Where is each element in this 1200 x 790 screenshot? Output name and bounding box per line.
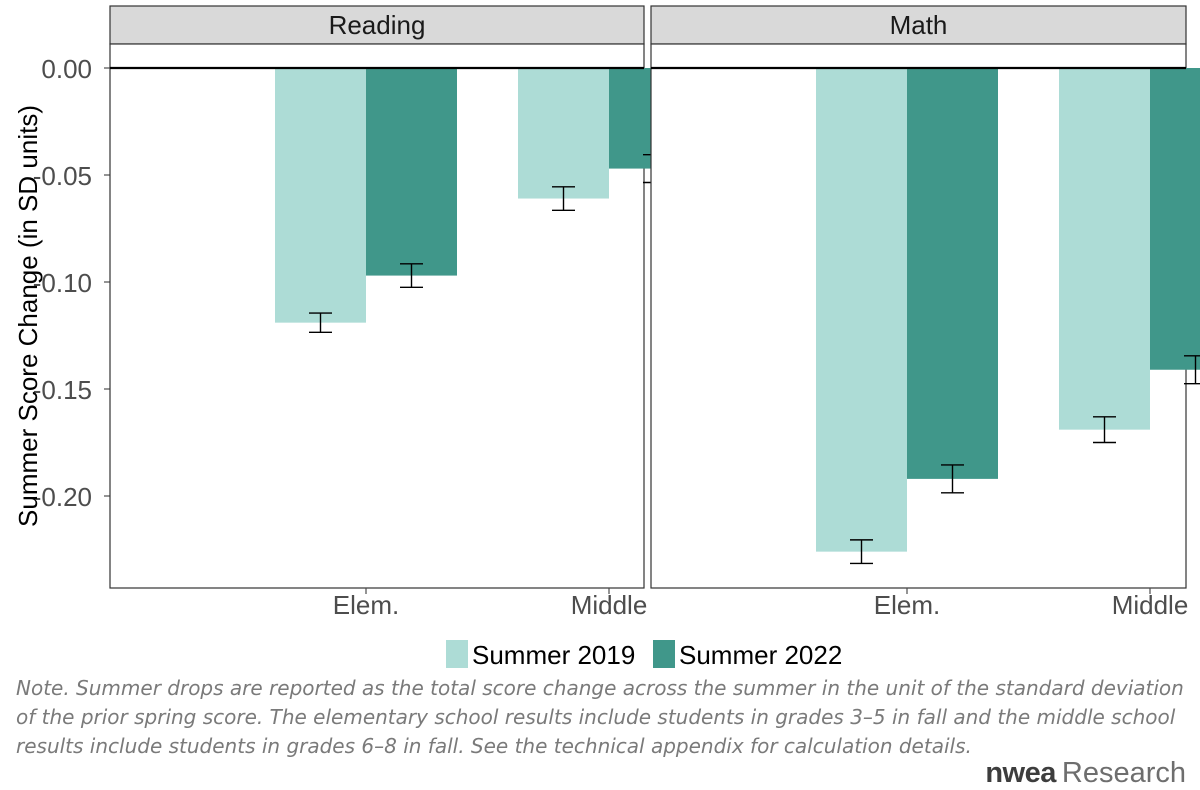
facet-strip [650, 5, 1187, 45]
legend-swatch [446, 640, 468, 668]
facet-strip [109, 5, 645, 45]
chart-note: Note. Summer drops are reported as the t… [16, 676, 1184, 758]
y-tick-label: -0.20 [33, 482, 92, 512]
x-tick-label: Middle [571, 590, 648, 620]
facet-title: Math [890, 10, 948, 40]
y-tick-label: -0.10 [33, 268, 92, 298]
bar [907, 68, 998, 479]
bar [816, 68, 907, 552]
x-tick-label: Elem. [874, 590, 940, 620]
y-tick-label: 0.00 [41, 54, 92, 84]
legend-swatch [653, 640, 675, 668]
nwea-research-logo: nwea Research [985, 758, 1186, 788]
bar [518, 68, 609, 199]
y-tick-label: -0.05 [33, 161, 92, 191]
x-tick-label: Elem. [333, 590, 399, 620]
brand-word: Research [1061, 757, 1186, 789]
bar [1150, 68, 1200, 370]
y-axis-title: Summer Score Change (in SD units) [13, 105, 43, 527]
bar [275, 68, 366, 323]
facet-title: Reading [329, 10, 426, 40]
x-tick-label: Middle [1112, 590, 1189, 620]
legend-label: Summer 2022 [679, 640, 842, 670]
legend-label: Summer 2019 [472, 640, 635, 670]
y-tick-label: -0.15 [33, 375, 92, 405]
bar [1059, 68, 1150, 430]
bar [366, 68, 457, 276]
brand-logo: nwea [985, 757, 1056, 789]
